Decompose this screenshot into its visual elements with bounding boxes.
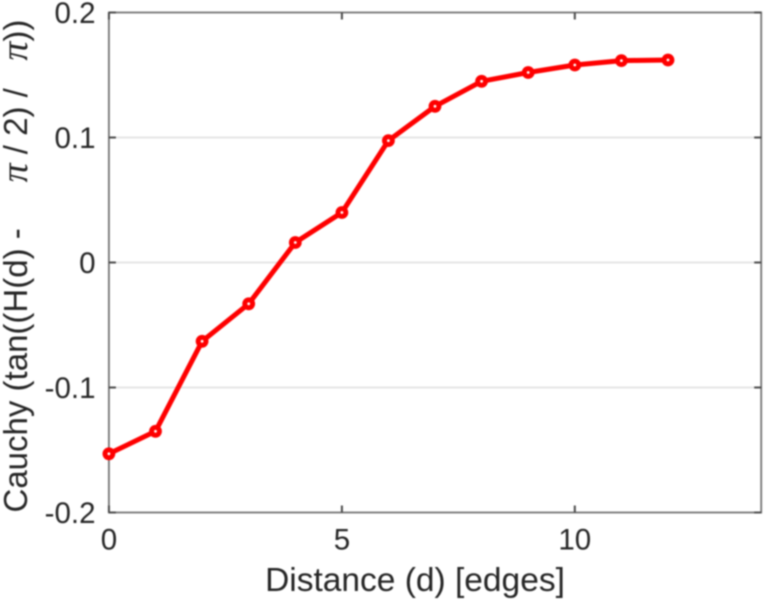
- svg-text:5: 5: [334, 524, 350, 557]
- svg-text:-0.1: -0.1: [45, 372, 96, 405]
- svg-text:Cauchy (tan((H(d) - π / 2): Cauchy (tan((H(d) - π / 2) / π)): [0, 20, 36, 513]
- svg-text:0: 0: [79, 247, 95, 280]
- svg-text:0: 0: [101, 524, 117, 557]
- svg-text:-0.2: -0.2: [45, 497, 96, 530]
- svg-text:10: 10: [558, 524, 591, 557]
- svg-text:0.1: 0.1: [54, 122, 95, 155]
- svg-text:0.2: 0.2: [54, 0, 95, 30]
- svg-text:Distance (d) [edges]: Distance (d) [edges]: [265, 562, 565, 599]
